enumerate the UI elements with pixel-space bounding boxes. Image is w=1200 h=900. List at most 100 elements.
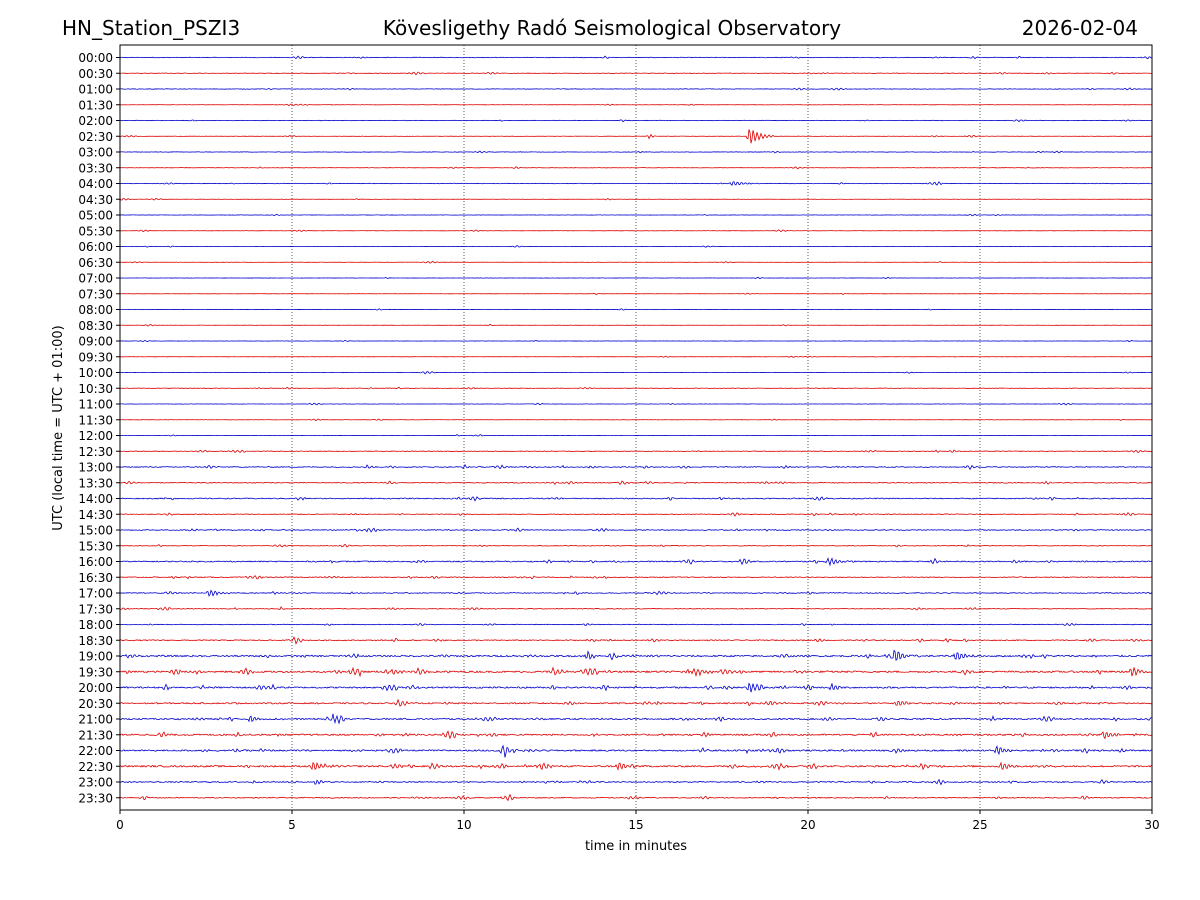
y-tick-label: 07:30 (78, 287, 113, 301)
y-tick-label: 05:00 (78, 209, 113, 223)
y-tick-label: 16:30 (78, 571, 113, 585)
trace-1630 (119, 575, 1153, 580)
y-tick-label: 04:00 (78, 177, 113, 191)
y-tick-label: 23:30 (78, 791, 113, 805)
y-tick-label: 05:30 (78, 224, 113, 238)
x-tick-label: 5 (288, 818, 296, 832)
observatory-title: Kövesligethy Radó Seismological Observat… (383, 16, 841, 40)
y-tick-label: 08:00 (78, 303, 113, 317)
trace-1100 (119, 402, 1153, 406)
y-tick-label: 21:30 (78, 728, 113, 742)
y-tick-label: 15:30 (78, 539, 113, 553)
trace-0800 (119, 308, 1153, 311)
y-tick-label: 17:00 (78, 587, 113, 601)
y-tick-label: 14:00 (78, 492, 113, 506)
x-tick-label: 20 (800, 818, 815, 832)
trace-1130 (119, 418, 1153, 422)
trace-0400 (119, 181, 1153, 186)
y-tick-label: 11:30 (78, 413, 113, 427)
x-tick-label: 30 (1144, 818, 1159, 832)
y-tick-label: 22:00 (78, 744, 113, 758)
y-tick-label: 15:00 (78, 524, 113, 538)
trace-1830 (119, 636, 1153, 645)
x-tick-label: 15 (628, 818, 643, 832)
y-axis-label: UTC (local time = UTC + 01:00) (51, 325, 66, 530)
date-title: 2026-02-04 (1022, 16, 1138, 40)
trace-1200 (119, 434, 1153, 437)
y-tick-label: 16:00 (78, 555, 113, 569)
y-tick-label: 02:00 (78, 114, 113, 128)
station-title: HN_Station_PSZI3 (62, 16, 240, 40)
trace-0430 (119, 197, 1153, 201)
trace-0530 (119, 229, 1152, 233)
trace-1700 (119, 589, 1153, 597)
y-tick-label: 06:00 (78, 240, 113, 254)
trace-1400 (119, 496, 1153, 502)
x-axis-ticks: 0 5 10 15 20 25 30 (116, 810, 1160, 832)
y-tick-label: 00:00 (78, 51, 113, 65)
trace-0000 (119, 55, 1153, 60)
trace-0630 (119, 261, 1153, 264)
trace-1730 (119, 606, 1153, 611)
x-tick-label: 25 (972, 818, 987, 832)
x-tick-label: 0 (116, 818, 124, 832)
y-tick-label: 13:00 (78, 461, 113, 475)
trace-1330 (119, 480, 1153, 486)
trace-0230 (119, 129, 1153, 144)
y-tick-label: 12:00 (78, 429, 113, 443)
y-tick-label: 18:00 (78, 618, 113, 632)
y-tick-label: 18:30 (78, 634, 113, 648)
y-tick-label: 14:30 (78, 508, 113, 522)
trace-0900 (119, 339, 1153, 343)
traces (119, 55, 1153, 802)
y-tick-label: 17:30 (78, 602, 113, 616)
trace-1300 (119, 463, 1153, 471)
trace-1500 (119, 527, 1153, 533)
y-tick-label: 07:00 (78, 272, 113, 286)
trace-1230 (119, 449, 1153, 454)
y-tick-label: 03:30 (78, 161, 113, 175)
y-tick-label: 20:30 (78, 697, 113, 711)
trace-2230 (119, 761, 1153, 771)
y-tick-label: 20:00 (78, 681, 113, 695)
y-tick-label: 06:30 (78, 256, 113, 270)
trace-1030 (119, 386, 1153, 390)
y-tick-label: 08:30 (78, 319, 113, 333)
trace-0300 (119, 150, 1153, 154)
trace-1430 (119, 511, 1153, 517)
trace-0930 (119, 355, 1153, 358)
y-tick-label: 09:00 (78, 335, 113, 349)
y-tick-label: 04:30 (78, 193, 113, 207)
trace-2030 (119, 698, 1153, 707)
y-tick-label: 11:00 (78, 398, 113, 412)
y-tick-label: 09:30 (78, 350, 113, 364)
y-tick-label: 13:30 (78, 476, 113, 490)
trace-0500 (119, 213, 1153, 217)
trace-1800 (119, 622, 1153, 627)
trace-0830 (119, 323, 1153, 327)
trace-2330 (119, 793, 1153, 802)
trace-2130 (119, 730, 1153, 740)
y-tick-label: 03:00 (78, 146, 113, 160)
trace-1900 (119, 649, 1153, 662)
trace-0730 (119, 292, 1153, 295)
trace-2300 (119, 778, 1153, 786)
trace-2000 (119, 682, 1153, 693)
trace-0330 (119, 166, 1153, 170)
plot-frame (119, 44, 1153, 811)
y-tick-label: 12:30 (78, 445, 113, 459)
y-tick-label: 19:00 (78, 650, 113, 664)
trace-1600 (119, 557, 1153, 567)
y-tick-label: 01:00 (78, 83, 113, 97)
trace-2200 (119, 744, 1153, 758)
trace-1530 (119, 543, 1153, 548)
trace-1000 (119, 371, 1153, 375)
y-tick-label: 22:30 (78, 760, 113, 774)
trace-0700 (119, 276, 1153, 280)
y-tick-label: 02:30 (78, 130, 113, 144)
x-axis-label: time in minutes (585, 839, 687, 854)
trace-0100 (119, 87, 1153, 91)
y-tick-label: 10:30 (78, 382, 113, 396)
